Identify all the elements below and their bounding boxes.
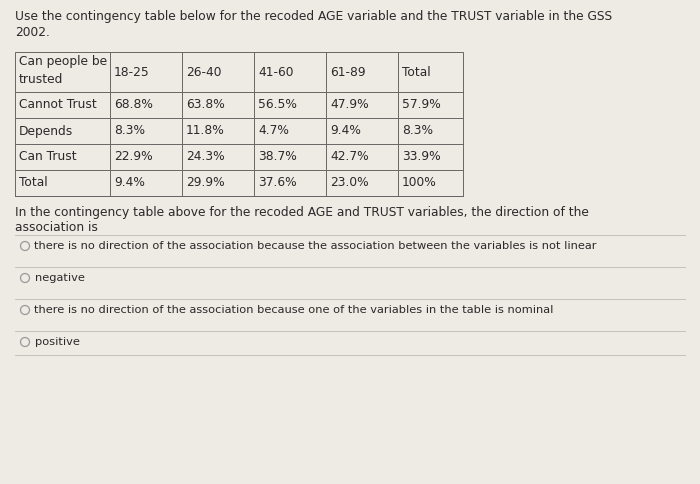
- Text: 56.5%: 56.5%: [258, 99, 297, 111]
- Text: there is no direction of the association because the association between the var: there is no direction of the association…: [34, 241, 597, 251]
- Text: Total: Total: [402, 65, 430, 78]
- Text: 41-60: 41-60: [258, 65, 293, 78]
- Text: 8.3%: 8.3%: [114, 124, 145, 137]
- Text: 8.3%: 8.3%: [402, 124, 433, 137]
- Text: 23.0%: 23.0%: [330, 177, 369, 190]
- Text: association is: association is: [15, 221, 98, 234]
- Text: 26-40: 26-40: [186, 65, 221, 78]
- Text: 37.6%: 37.6%: [258, 177, 297, 190]
- Text: 11.8%: 11.8%: [186, 124, 225, 137]
- Text: Can people be
trusted: Can people be trusted: [19, 55, 107, 86]
- Text: 9.4%: 9.4%: [330, 124, 361, 137]
- Text: 18-25: 18-25: [114, 65, 150, 78]
- Text: 68.8%: 68.8%: [114, 99, 153, 111]
- Text: 22.9%: 22.9%: [114, 151, 153, 164]
- Bar: [15, 52, 463, 196]
- Text: there is no direction of the association because one of the variables in the tab: there is no direction of the association…: [34, 305, 554, 315]
- Text: 38.7%: 38.7%: [258, 151, 297, 164]
- Text: negative: negative: [34, 273, 85, 283]
- Text: 9.4%: 9.4%: [114, 177, 145, 190]
- Text: 63.8%: 63.8%: [186, 99, 225, 111]
- Text: positive: positive: [34, 337, 79, 347]
- Text: Cannot Trust: Cannot Trust: [19, 99, 97, 111]
- Text: Total: Total: [19, 177, 48, 190]
- Text: 42.7%: 42.7%: [330, 151, 369, 164]
- Text: 33.9%: 33.9%: [402, 151, 440, 164]
- Text: 61-89: 61-89: [330, 65, 365, 78]
- Text: 4.7%: 4.7%: [258, 124, 289, 137]
- Text: 2002.: 2002.: [15, 26, 50, 39]
- Text: Use the contingency table below for the recoded AGE variable and the TRUST varia: Use the contingency table below for the …: [15, 10, 612, 23]
- Text: 47.9%: 47.9%: [330, 99, 369, 111]
- Text: 100%: 100%: [402, 177, 437, 190]
- Text: 24.3%: 24.3%: [186, 151, 225, 164]
- Text: 57.9%: 57.9%: [402, 99, 441, 111]
- Text: 29.9%: 29.9%: [186, 177, 225, 190]
- Text: Can Trust: Can Trust: [19, 151, 76, 164]
- Text: Depends: Depends: [19, 124, 74, 137]
- Text: In the contingency table above for the recoded AGE and TRUST variables, the dire: In the contingency table above for the r…: [15, 206, 589, 219]
